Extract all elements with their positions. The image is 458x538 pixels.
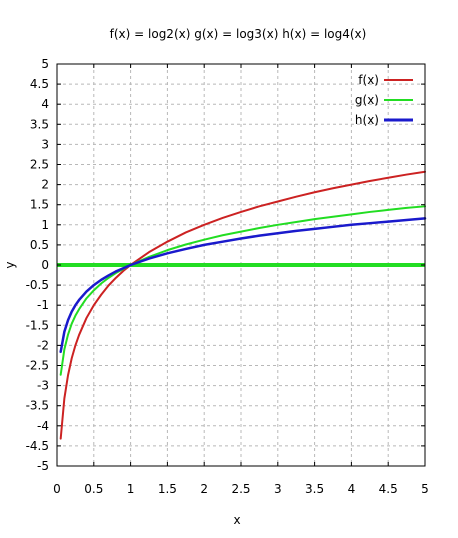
y-tick-label: 2 xyxy=(41,178,49,192)
y-tick-label: -1.5 xyxy=(26,318,49,332)
x-tick-label: 1 xyxy=(127,482,135,496)
chart-title: f(x) = log2(x) g(x) = log3(x) h(x) = log… xyxy=(110,27,367,41)
y-tick-label: 3.5 xyxy=(30,117,49,131)
x-axis-ticks: 0 0.5 1 1.5 2 2.5 3 3.5 4 4.5 5 xyxy=(53,64,429,496)
x-tick-label: 3.5 xyxy=(305,482,324,496)
y-axis-ticks: 5 4.5 4 3.5 3 2.5 2 1.5 1 0.5 0 -0.5 -1 -1.5 -2 -2.5 -3 -… xyxy=(26,57,425,473)
y-tick-label: 0 xyxy=(41,258,49,272)
x-tick-label: 2.5 xyxy=(231,482,250,496)
y-tick-label: 5 xyxy=(41,57,49,71)
legend-label: f(x) xyxy=(358,73,379,87)
series-line-3 xyxy=(59,217,427,354)
legend-label: h(x) xyxy=(355,113,379,127)
x-tick-label: 4 xyxy=(348,482,356,496)
series-line-1 xyxy=(59,170,426,440)
y-axis-label: y xyxy=(3,261,17,268)
legend-label: g(x) xyxy=(355,93,379,107)
y-tick-label: -5 xyxy=(37,459,49,473)
y-tick-label: -4 xyxy=(37,419,49,433)
y-tick-label: -3.5 xyxy=(26,399,49,413)
y-tick-label: 4.5 xyxy=(30,77,49,91)
y-tick-label: 0.5 xyxy=(30,238,49,252)
y-tick-label: 4 xyxy=(41,97,49,111)
y-tick-label: 1.5 xyxy=(30,198,49,212)
x-tick-label: 0.5 xyxy=(84,482,103,496)
y-tick-label: -4.5 xyxy=(26,439,49,453)
x-axis-label: x xyxy=(233,513,240,527)
legend: f(x) g(x) h(x) xyxy=(355,73,413,127)
series-group xyxy=(59,170,427,440)
y-tick-label: 1 xyxy=(41,218,49,232)
y-tick-label: -2.5 xyxy=(26,359,49,373)
x-tick-label: 0 xyxy=(53,482,61,496)
y-tick-label: 2.5 xyxy=(30,158,49,172)
y-tick-label: -1 xyxy=(37,298,49,312)
y-tick-label: -0.5 xyxy=(26,278,49,292)
y-tick-label: 3 xyxy=(41,137,49,151)
x-tick-label: 4.5 xyxy=(379,482,398,496)
y-tick-label: -3 xyxy=(37,379,49,393)
x-tick-label: 2 xyxy=(200,482,208,496)
x-tick-label: 1.5 xyxy=(158,482,177,496)
y-tick-label: -2 xyxy=(37,338,49,352)
x-tick-label: 3 xyxy=(274,482,282,496)
series-line-2 xyxy=(59,205,426,376)
x-tick-label: 5 xyxy=(421,482,429,496)
